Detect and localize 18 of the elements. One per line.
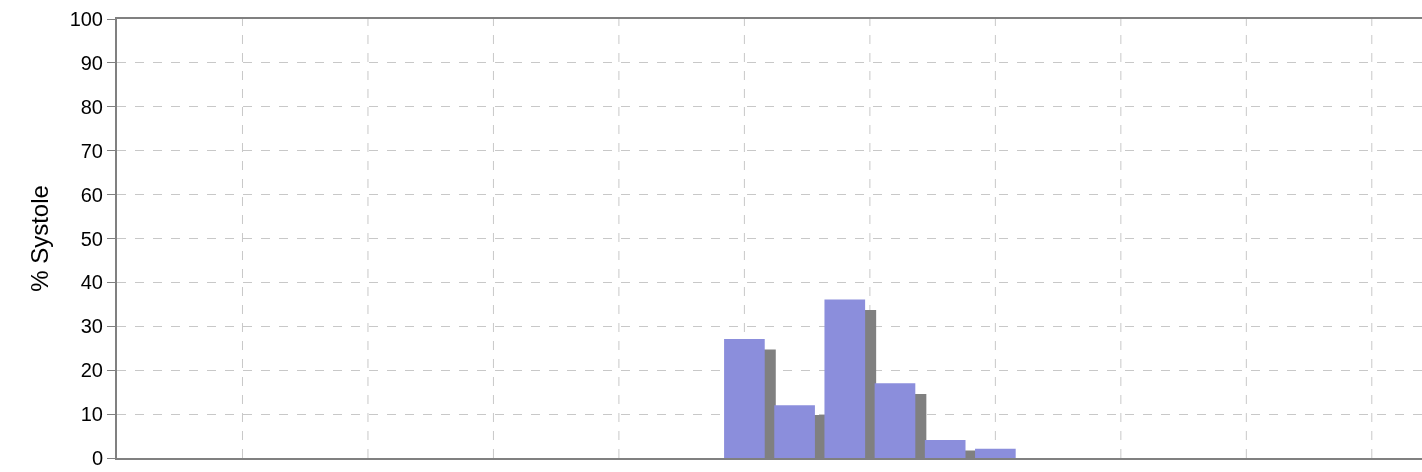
y-axis-title: % Systole [26, 185, 54, 292]
y-tick-label: 20 [80, 359, 103, 382]
bar [975, 448, 1016, 458]
bar [824, 299, 866, 458]
y-tick-label: 60 [80, 183, 103, 206]
y-tick-label: 50 [80, 227, 103, 250]
y-tick-label: 80 [80, 95, 103, 118]
y-tick-label: 10 [80, 403, 103, 426]
y-tick-label: 70 [80, 139, 103, 162]
bar [774, 405, 815, 458]
bar [924, 440, 966, 458]
bar [724, 339, 765, 458]
bar [874, 383, 916, 458]
y-tick-label: 90 [80, 51, 103, 74]
y-tick-label: 30 [80, 315, 103, 338]
y-tick-label: 100 [69, 8, 103, 30]
y-tick-label: 0 [91, 447, 103, 469]
y-tick-label: 40 [80, 271, 103, 294]
